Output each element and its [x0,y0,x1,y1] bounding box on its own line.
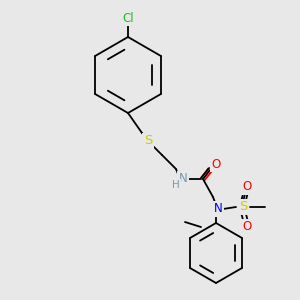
Text: N: N [214,202,222,215]
Text: N: N [178,172,188,185]
Text: S: S [239,200,247,214]
Text: O: O [212,158,220,170]
Text: O: O [242,220,252,233]
Text: S: S [144,134,152,148]
Text: O: O [242,181,252,194]
Text: Cl: Cl [122,11,134,25]
Text: H: H [172,180,180,190]
